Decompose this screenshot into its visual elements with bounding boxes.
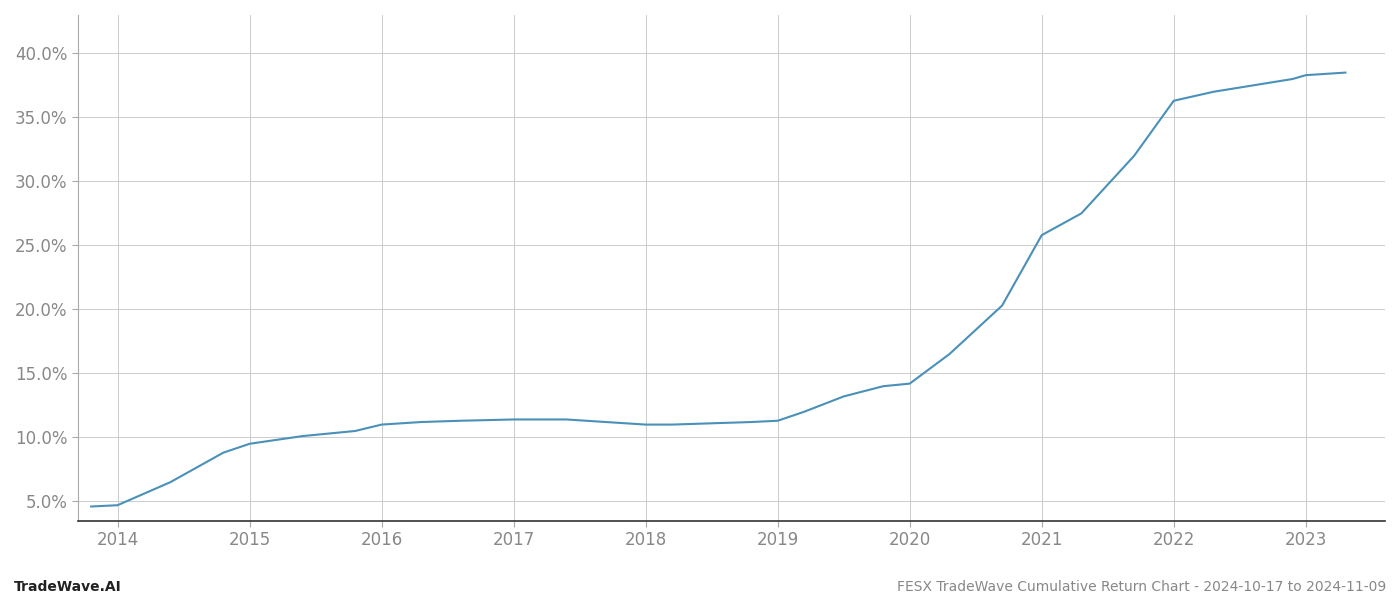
Text: TradeWave.AI: TradeWave.AI — [14, 580, 122, 594]
Text: FESX TradeWave Cumulative Return Chart - 2024-10-17 to 2024-11-09: FESX TradeWave Cumulative Return Chart -… — [897, 580, 1386, 594]
